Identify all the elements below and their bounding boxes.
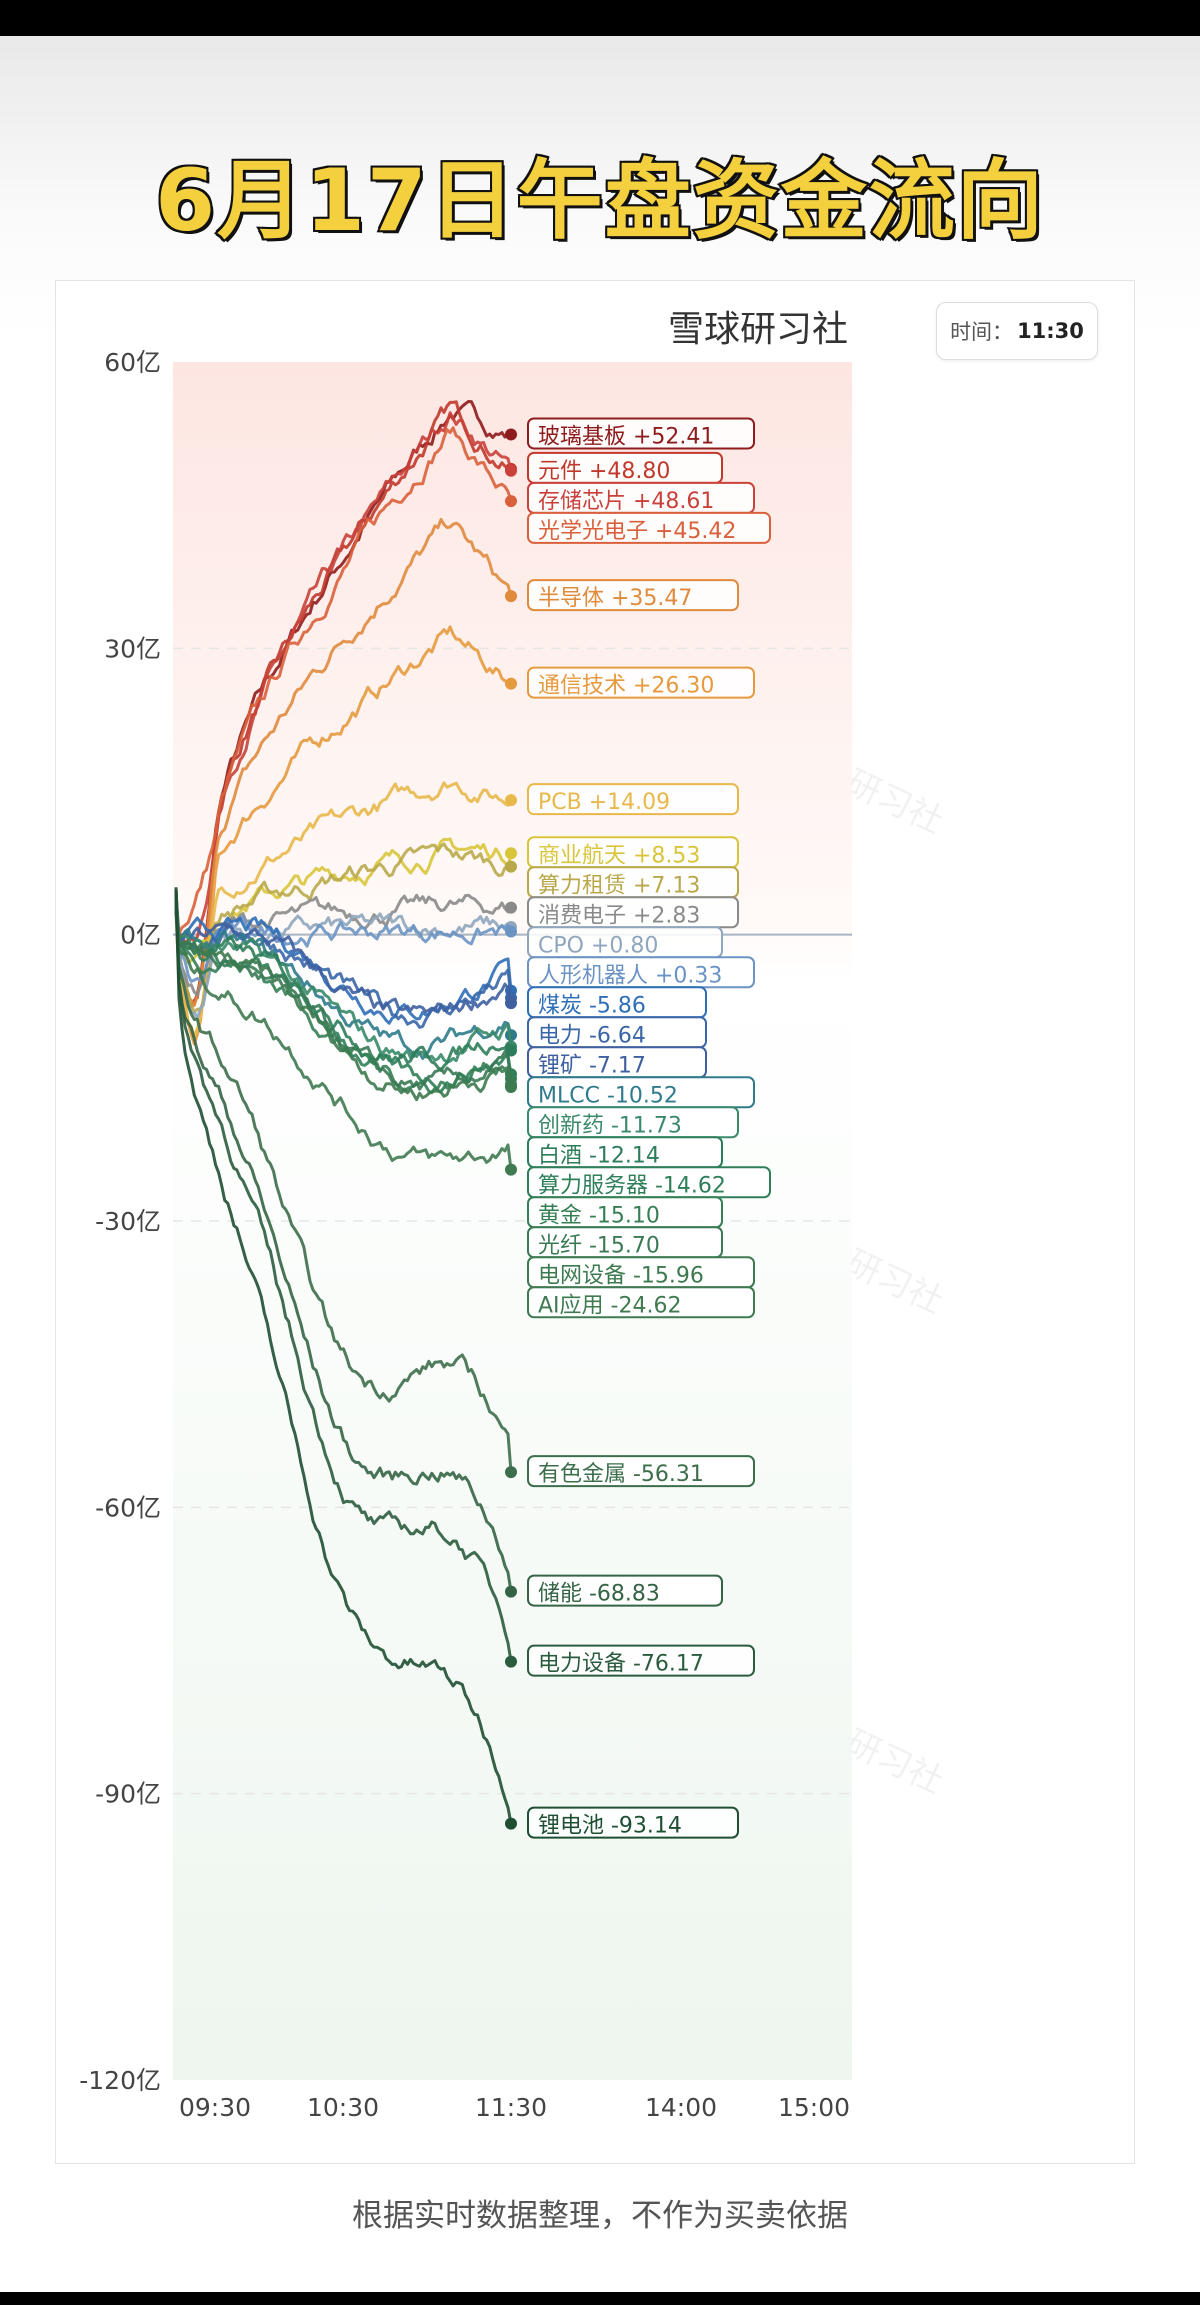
y-tick-label: -90亿 — [95, 1780, 161, 1809]
series-label: 黄金 -15.10 — [538, 1203, 660, 1228]
series-label-box — [527, 1455, 755, 1488]
series-line-2 — [174, 411, 513, 946]
series-label-box — [527, 783, 739, 816]
series-label: MLCC -10.52 — [538, 1083, 678, 1108]
series-line-26 — [174, 889, 513, 1824]
series-label: 锂矿 -7.17 — [538, 1053, 646, 1078]
page-title: 6月17日午盘资金流向 — [153, 149, 1045, 253]
series-line-8 — [174, 842, 512, 1014]
bottom-black-bar — [0, 2292, 1200, 2305]
series-endpoint-24 — [505, 1585, 517, 1598]
y-tick-label: -30亿 — [95, 1207, 161, 1236]
series-line-24 — [174, 910, 513, 1592]
series-line-22 — [174, 902, 513, 1170]
y-tick-label: 0亿 — [120, 921, 161, 950]
y-tick-label: 60亿 — [104, 348, 161, 377]
footer-disclaimer: 根据实时数据整理，不作为买卖依据 — [352, 2198, 848, 2234]
series-line-16 — [174, 907, 513, 1064]
series-label: 煤炭 -5.86 — [538, 993, 646, 1018]
series-label: AI应用 -24.62 — [538, 1293, 681, 1318]
series-line-25 — [174, 887, 513, 1662]
series-label-box — [527, 511, 771, 544]
y-tick-label: -120亿 — [79, 2066, 161, 2095]
series-label: 光纤 -15.70 — [538, 1233, 660, 1258]
series-label-box — [527, 579, 739, 612]
series-endpoint-6 — [505, 794, 517, 807]
series-line-6 — [174, 781, 513, 1039]
series-label: PCB +14.09 — [538, 790, 670, 815]
x-tick-label: 15:00 — [778, 2093, 850, 2122]
series-label: 电力设备 -76.17 — [538, 1652, 704, 1677]
series-label: 光学光电子 +45.42 — [538, 519, 736, 544]
series-endpoint-17 — [505, 1044, 517, 1057]
series-endpoint-11 — [505, 925, 517, 938]
series-label: 商业航天 +8.53 — [538, 843, 700, 868]
series-label: 算力租赁 +7.13 — [538, 873, 700, 898]
series-label: 有色金属 -56.31 — [538, 1462, 704, 1487]
series-label: CPO +0.80 — [538, 933, 658, 958]
series-endpoint-22 — [505, 1163, 517, 1176]
brand-label: 雪球研习社 — [668, 309, 849, 350]
series-label: 消费电子 +2.83 — [538, 903, 700, 928]
series-label-box — [527, 1806, 739, 1839]
series-label-box — [527, 1644, 755, 1677]
series-label: 通信技术 +26.30 — [538, 674, 714, 699]
series-label-box — [527, 1574, 723, 1607]
series-endpoint-21 — [505, 1080, 517, 1093]
series-label-box — [527, 417, 755, 450]
time-badge: 时间： 11:30 — [936, 302, 1098, 360]
series-line-19 — [174, 911, 513, 1095]
series-label: 锂电池 -93.14 — [538, 1814, 682, 1839]
series-line-3 — [174, 426, 513, 936]
series-line-11 — [174, 892, 513, 983]
series-label: 半导体 +35.47 — [538, 586, 692, 611]
series-label: 算力服务器 -14.62 — [538, 1173, 726, 1198]
series-endpoint-26 — [505, 1817, 517, 1830]
series-endpoint-7 — [505, 847, 517, 860]
y-tick-label: -60亿 — [95, 1493, 161, 1522]
series-endpoint-0 — [505, 428, 517, 441]
series-label: 玻璃基板 +52.41 — [538, 424, 714, 449]
series-label: 电网设备 -15.96 — [538, 1263, 704, 1288]
series-label: 人形机器人 +0.33 — [538, 963, 722, 988]
series-label-box — [527, 666, 755, 699]
series-endpoint-9 — [505, 901, 517, 914]
series-line-23 — [174, 889, 513, 1473]
x-tick-label: 14:00 — [645, 2093, 717, 2122]
series-label: 元件 +48.80 — [538, 459, 670, 484]
series-endpoint-23 — [505, 1466, 517, 1479]
series-endpoint-5 — [505, 677, 517, 690]
series-label: 电力 -6.64 — [538, 1023, 646, 1048]
series-endpoint-4 — [505, 590, 517, 603]
series-line-5 — [174, 625, 512, 1046]
series-endpoint-3 — [505, 495, 517, 508]
series-endpoint-2 — [505, 464, 517, 477]
x-tick-label: 10:30 — [307, 2093, 379, 2122]
series-endpoint-8 — [505, 860, 517, 873]
x-tick-label: 11:30 — [475, 2093, 547, 2122]
series-label: 存储芯片 +48.61 — [538, 489, 714, 514]
series-line-21 — [174, 897, 513, 1102]
series-label: 储能 -68.83 — [538, 1582, 660, 1607]
time-label: 时间： — [950, 320, 1014, 344]
series-endpoint-25 — [505, 1655, 517, 1668]
y-tick-label: 30亿 — [104, 634, 161, 663]
series-lines — [174, 400, 517, 1830]
series-line-9 — [174, 888, 513, 997]
x-tick-label: 09:30 — [179, 2093, 251, 2122]
series-line-17 — [174, 895, 513, 1072]
series-label: 创新药 -11.73 — [538, 1113, 682, 1138]
series-endpoint-14 — [505, 997, 517, 1010]
series-line-4 — [174, 517, 513, 1007]
series-label: 白酒 -12.14 — [538, 1143, 660, 1168]
series-line-0 — [174, 400, 512, 1005]
top-black-bar — [0, 0, 1200, 36]
time-value: 11:30 — [1017, 319, 1084, 343]
series-labels: 玻璃基板 +52.41 元件 +48.80 存储芯片 +48.61 光学光电子 +45… — [527, 417, 771, 1839]
series-label-box — [527, 1286, 755, 1319]
series-line-14 — [174, 904, 513, 1014]
